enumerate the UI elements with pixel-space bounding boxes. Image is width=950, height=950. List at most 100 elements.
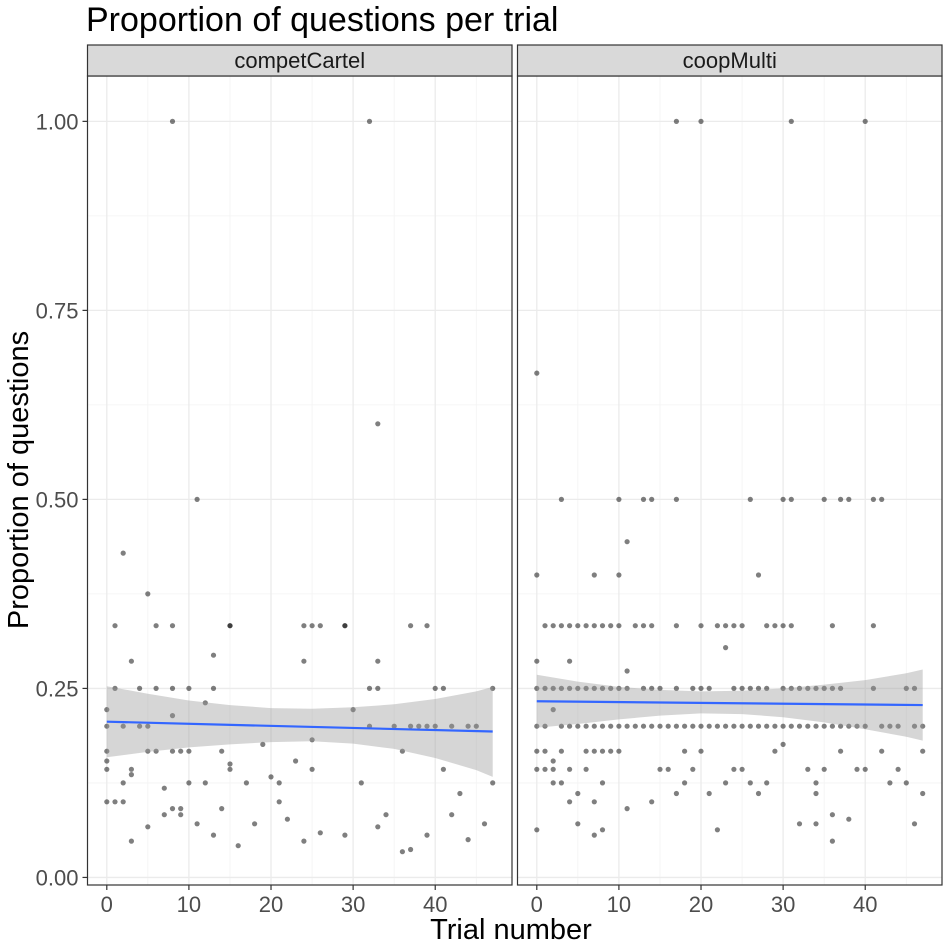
data-point [591,623,597,629]
facet-strip-label: competCartel [234,48,365,73]
data-point [301,623,307,629]
data-point [575,790,581,797]
data-point [120,723,126,729]
data-point [772,723,778,729]
data-point [920,723,926,729]
data-point [780,723,786,729]
data-point [317,830,323,836]
data-point [104,758,110,764]
data-point [640,623,647,629]
data-point [747,685,753,692]
data-point [550,766,556,772]
data-point [120,550,126,556]
data-point [649,685,655,692]
data-point [723,723,729,729]
data-point [805,685,811,692]
data-point [591,572,597,578]
data-point [104,707,110,713]
data-point [534,572,540,578]
x-tick-label: 40 [853,892,877,917]
data-point [764,685,770,692]
data-point [673,790,680,797]
data-point [895,723,901,729]
data-point [887,723,893,729]
data-point [583,723,589,729]
data-point [260,741,266,748]
data-point [805,766,811,772]
data-point [575,685,581,692]
x-axis-title: Trial number [430,914,592,946]
data-point [542,748,548,754]
data-point [408,723,414,729]
data-point [104,723,110,729]
data-point [862,118,868,124]
data-point [235,843,241,849]
data-point [673,623,680,629]
data-point [698,118,704,124]
data-point [161,812,167,818]
data-point [690,723,696,729]
data-point [169,685,176,692]
data-point [534,827,540,833]
data-point [723,780,729,786]
data-point [706,685,712,692]
data-point [558,723,565,729]
data-point [714,827,721,833]
data-point [227,766,233,772]
data-point [169,748,176,754]
data-point [624,685,630,692]
data-point [903,685,909,692]
data-point [153,685,159,692]
data-point [534,748,540,754]
trend-line [106,720,493,733]
confidence-ribbon [106,686,493,777]
data-point [169,713,176,719]
data-point [739,766,745,772]
data-point [772,748,778,754]
data-point [558,780,565,786]
data-point [821,723,827,729]
data-point [755,790,762,797]
data-point [558,748,565,754]
x-tick-label: 20 [259,892,283,917]
data-point [424,723,430,729]
data-point [534,370,540,376]
data-point [862,723,868,729]
data-point [112,623,118,629]
data-point [846,496,852,502]
data-point [640,723,647,729]
data-point [682,723,688,729]
data-point [698,623,704,629]
y-tick-label: 0.50 [36,487,79,512]
data-point [567,623,573,629]
data-point [276,780,282,786]
data-point [829,685,836,692]
data-point [583,748,589,754]
data-point [698,748,704,754]
data-point [473,723,479,729]
data-point [268,774,274,780]
data-point [690,766,696,772]
data-point [829,838,836,844]
data-point [558,685,565,692]
data-point [657,685,663,692]
data-point [706,790,712,797]
data-point [616,572,622,578]
data-point [731,723,737,729]
data-point [194,496,200,502]
data-point [432,723,438,729]
data-point [599,723,606,729]
data-point [591,799,597,805]
data-point [227,623,233,629]
data-point [911,821,918,827]
data-point [764,723,770,729]
data-point [449,723,455,729]
data-point [879,723,885,729]
data-point [624,806,630,812]
data-point [821,496,827,502]
x-tick-label: 30 [771,892,795,917]
data-point [682,780,688,786]
data-point [764,623,770,629]
data-point [366,118,373,124]
data-point [186,748,192,754]
